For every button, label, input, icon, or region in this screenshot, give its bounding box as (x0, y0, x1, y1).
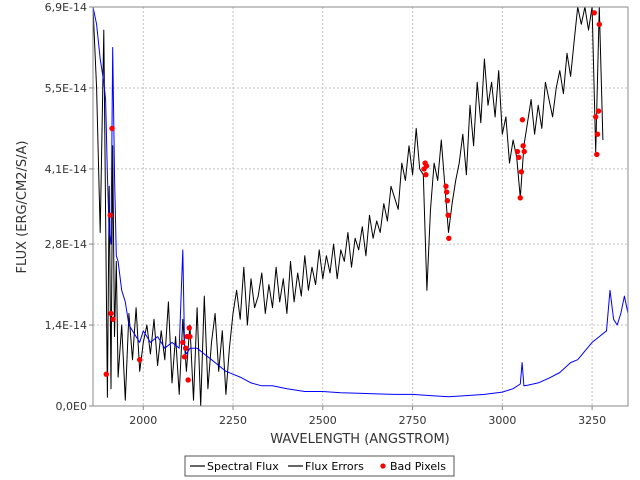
y-tick-label: 2,8E-14 (45, 238, 87, 251)
bad-pixel-point (443, 189, 450, 195)
grid-lines (93, 6, 628, 407)
legend-box (184, 455, 455, 477)
x-axis: 2000 2250 2500 2750 3000 3250 (129, 406, 606, 427)
flux-errors-line (93, 7, 628, 398)
x-tick-label: 2000 (129, 414, 157, 427)
bad-pixel-point (594, 131, 601, 137)
bad-pixel-point (182, 345, 189, 351)
plot-border (92, 6, 629, 407)
bad-pixel-point (136, 357, 143, 363)
y-tick-label: 6,9E-14 (45, 1, 87, 14)
bad-pixel-point (519, 117, 526, 123)
bad-pixel-point (596, 21, 602, 28)
y-tick-label: 5,5E-14 (45, 82, 87, 95)
bad-pixel-point (185, 377, 191, 383)
y-tick-label: 1,4E-14 (45, 319, 87, 332)
legend-swatch-bad-pixels (380, 463, 386, 469)
bad-pixel-point (520, 143, 526, 149)
y-tick-label: 0,0E0 (56, 400, 87, 413)
x-tick-label: 2750 (399, 414, 427, 427)
y-axis-title: FLUX (ERG/CM2/S/A) (15, 141, 30, 274)
bad-pixel-point (423, 163, 430, 169)
x-tick-label: 3000 (488, 414, 516, 427)
bad-pixel-point (517, 195, 523, 201)
bad-pixel-point (445, 212, 451, 218)
y-tick-label: 4,1E-14 (45, 163, 87, 176)
bad-pixel-point (108, 310, 114, 317)
bad-pixel-point (591, 10, 597, 16)
bad-pixel-point (446, 235, 452, 242)
legend-label-spectral-flux: Spectral Flux (207, 460, 279, 473)
x-tick-label: 3250 (578, 414, 606, 427)
bad-pixel-point (103, 371, 109, 377)
x-axis-title: WAVELENGTH (ANGSTROM) (270, 432, 449, 447)
y-axis: 0,0E0 1,4E-14 2,8E-14 4,1E-14 5,5E-14 6,9E-14 (45, 1, 93, 413)
bad-pixel-point (595, 108, 602, 114)
legend-label-bad-pixels: Bad Pixels (390, 460, 446, 473)
bad-pixel-point (186, 325, 192, 331)
bad-pixel-point (444, 198, 451, 204)
bad-pixel-point (518, 169, 525, 175)
spectral-flux-line (93, 7, 604, 406)
legend: Spectral Flux Flux Errors Bad Pixels (184, 455, 455, 477)
bad-pixel-point (110, 316, 116, 322)
bad-pixel-point (594, 151, 600, 158)
bad-pixel-point (107, 212, 113, 218)
bad-pixel-point (423, 171, 429, 178)
bad-pixel-point (592, 114, 599, 120)
plot-area (93, 7, 628, 406)
x-tick-label: 2500 (309, 414, 337, 427)
bad-pixel-point (516, 154, 522, 161)
bad-pixel-point (443, 183, 449, 189)
bad-pixel-point (181, 354, 188, 360)
bad-pixel-point (521, 148, 527, 155)
bad-pixel-point (109, 125, 115, 132)
x-tick-label: 2250 (219, 414, 247, 427)
bad-pixel-point (514, 148, 521, 155)
legend-label-flux-errors: Flux Errors (305, 460, 364, 473)
bad-pixel-point (187, 333, 193, 340)
bad-pixel-point (180, 339, 186, 346)
